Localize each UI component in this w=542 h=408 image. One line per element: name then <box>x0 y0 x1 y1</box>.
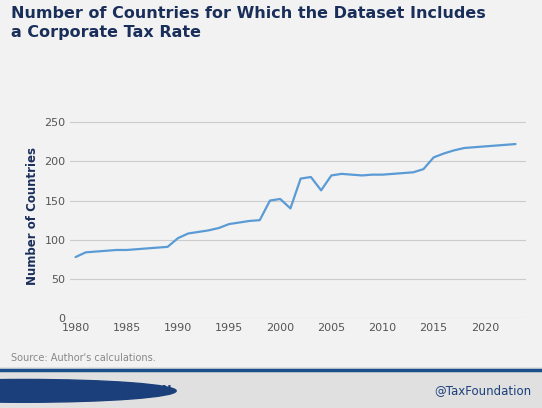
Text: Number of Countries for Which the Dataset Includes
a Corporate Tax Rate: Number of Countries for Which the Datase… <box>11 6 486 40</box>
Text: Source: Author's calculations.: Source: Author's calculations. <box>11 353 156 363</box>
Circle shape <box>0 379 176 402</box>
Y-axis label: Number of Countries: Number of Countries <box>26 147 39 285</box>
Text: TAX FOUNDATION: TAX FOUNDATION <box>54 384 172 397</box>
Text: @TaxFoundation: @TaxFoundation <box>434 384 531 397</box>
